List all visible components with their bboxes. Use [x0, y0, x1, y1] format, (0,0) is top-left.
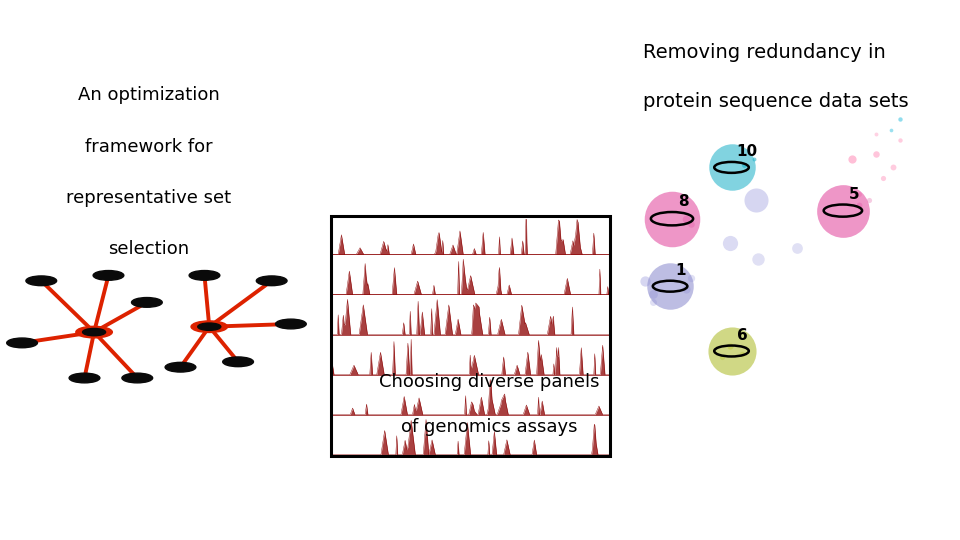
Point	[637, 276, 653, 285]
Text: An optimization: An optimization	[78, 86, 220, 104]
Text: framework for: framework for	[85, 138, 212, 156]
Point	[684, 274, 699, 282]
Point	[734, 349, 750, 358]
Ellipse shape	[26, 276, 57, 286]
Point	[664, 214, 680, 223]
Point	[684, 220, 699, 228]
Point	[845, 155, 860, 164]
Text: Removing redundancy in: Removing redundancy in	[643, 43, 886, 62]
Text: 1: 1	[675, 263, 685, 278]
Point	[868, 150, 883, 158]
Point	[714, 353, 730, 362]
Ellipse shape	[256, 276, 287, 286]
Point	[751, 255, 766, 264]
Point	[679, 285, 694, 293]
Ellipse shape	[198, 323, 221, 330]
Point	[861, 195, 876, 204]
Point	[893, 114, 908, 123]
Ellipse shape	[76, 326, 112, 338]
Text: 5: 5	[849, 187, 859, 202]
Point	[789, 244, 804, 253]
Ellipse shape	[69, 373, 100, 383]
Text: 6: 6	[736, 328, 748, 343]
Ellipse shape	[165, 362, 196, 372]
Text: protein sequence data sets: protein sequence data sets	[643, 92, 909, 111]
Ellipse shape	[189, 271, 220, 280]
Ellipse shape	[122, 373, 153, 383]
Point	[722, 239, 737, 247]
Text: representative set: representative set	[66, 189, 231, 207]
Point	[876, 174, 891, 183]
Ellipse shape	[191, 321, 228, 333]
Ellipse shape	[83, 328, 106, 336]
Bar	[331, 216, 610, 456]
Ellipse shape	[276, 319, 306, 329]
Point	[893, 136, 908, 145]
Point	[868, 130, 883, 138]
Point	[746, 155, 761, 164]
Point	[852, 190, 867, 199]
Point	[724, 347, 739, 355]
Text: selection: selection	[108, 240, 189, 258]
Point	[645, 298, 660, 307]
Ellipse shape	[93, 271, 124, 280]
Point	[736, 160, 752, 169]
Text: Choosing diverse panels: Choosing diverse panels	[379, 373, 600, 390]
Point	[722, 341, 737, 350]
Ellipse shape	[7, 338, 37, 348]
Point	[883, 125, 899, 134]
Text: 8: 8	[679, 194, 689, 210]
Ellipse shape	[132, 298, 162, 307]
Point	[679, 214, 694, 223]
Point	[852, 201, 867, 210]
Text: of genomics assays: of genomics assays	[401, 418, 578, 436]
Point	[662, 282, 678, 291]
Point	[749, 195, 764, 204]
Point	[645, 290, 660, 299]
Point	[724, 163, 739, 172]
Point	[885, 163, 900, 172]
Ellipse shape	[223, 357, 253, 367]
Point	[835, 206, 851, 215]
Text: 10: 10	[736, 144, 757, 159]
